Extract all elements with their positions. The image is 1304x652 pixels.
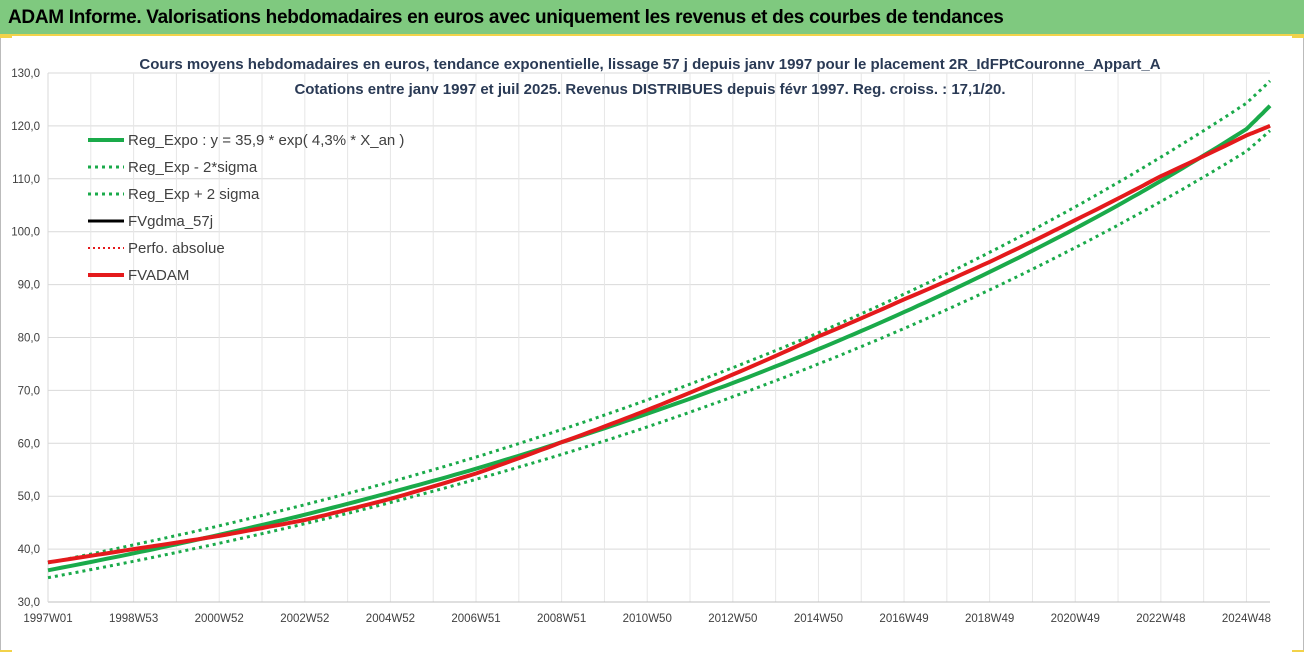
- y-tick-label: 130,0: [11, 68, 40, 80]
- legend-label: FVADAM: [128, 267, 189, 284]
- y-tick-label: 110,0: [12, 174, 40, 186]
- x-tick-label: 2018W49: [965, 613, 1014, 625]
- x-tick-label: 1998W53: [109, 613, 158, 625]
- series-line: [47, 79, 1272, 565]
- corner-accent-top-right: [1292, 36, 1304, 38]
- corner-accent-bottom-right: [1292, 650, 1304, 652]
- legend-label: Perfo. absolue: [128, 240, 225, 257]
- report-title: ADAM Informe. Valorisations hebdomadaire…: [8, 7, 1004, 28]
- legend: Reg_Expo : y = 35,9 * exp( 4,3% * X_an )…: [88, 132, 404, 284]
- x-tick-label: 1997W01: [23, 613, 72, 625]
- series-line: [47, 124, 1271, 565]
- y-tick-label: 80,0: [18, 333, 40, 345]
- x-tick-label: 2002W52: [280, 613, 329, 625]
- legend-label: Reg_Exp - 2*sigma: [128, 159, 258, 176]
- legend-label: Reg_Exp + 2 sigma: [128, 186, 260, 203]
- x-tick-label: 2006W51: [451, 613, 500, 625]
- x-tick-label: 2000W52: [195, 613, 244, 625]
- legend-label: Reg_Expo : y = 35,9 * exp( 4,3% * X_an ): [128, 132, 404, 149]
- x-tick-label: 2024W48: [1222, 613, 1271, 625]
- x-tick-label: 2016W49: [879, 613, 928, 625]
- legend-label: FVgdma_57j: [128, 213, 213, 230]
- series-lines: [47, 79, 1272, 580]
- x-tick-label: 2022W48: [1136, 613, 1185, 625]
- y-tick-label: 50,0: [18, 491, 40, 503]
- x-tick-label: 2014W50: [794, 613, 843, 625]
- x-tick-label: 2008W51: [537, 613, 586, 625]
- chart-title-line-2: Cotations entre janv 1997 et juil 2025. …: [294, 81, 1005, 98]
- y-tick-label: 60,0: [18, 438, 40, 450]
- line-chart: 30,0 40,0 50,0 60,0 70,0 80,0 90,0 100,0 110,0 12…: [11, 56, 1272, 625]
- y-tick-label: 30,0: [18, 597, 40, 609]
- y-tick-label: 40,0: [18, 544, 40, 556]
- corner-accent-bottom-left: [0, 650, 12, 652]
- x-tick-label: 2020W49: [1051, 613, 1100, 625]
- series-line: [47, 104, 1272, 573]
- x-tick-label: 2010W50: [623, 613, 672, 625]
- y-tick-label: 120,0: [11, 121, 40, 133]
- x-tick-label: 2004W52: [366, 613, 415, 625]
- grid-lines: [47, 72, 1270, 603]
- x-tick-label: 2012W50: [708, 613, 757, 625]
- y-tick-label: 90,0: [18, 280, 40, 292]
- corner-accent-top-left: [0, 36, 12, 38]
- y-tick-label: 70,0: [18, 385, 40, 397]
- y-tick-label: 100,0: [11, 227, 40, 239]
- y-axis-labels: 30,0 40,0 50,0 60,0 70,0 80,0 90,0 100,0 110,0 12…: [11, 68, 40, 609]
- chart-title-line-1: Cours moyens hebdomadaires en euros, ten…: [139, 56, 1160, 73]
- x-axis-labels: 1997W01 1998W53 2000W52 2002W52 2004W52 2006W…: [23, 613, 1271, 625]
- report-banner: ADAM Informe. Valorisations hebdomadaire…: [0, 0, 1304, 36]
- series-line: [47, 129, 1271, 580]
